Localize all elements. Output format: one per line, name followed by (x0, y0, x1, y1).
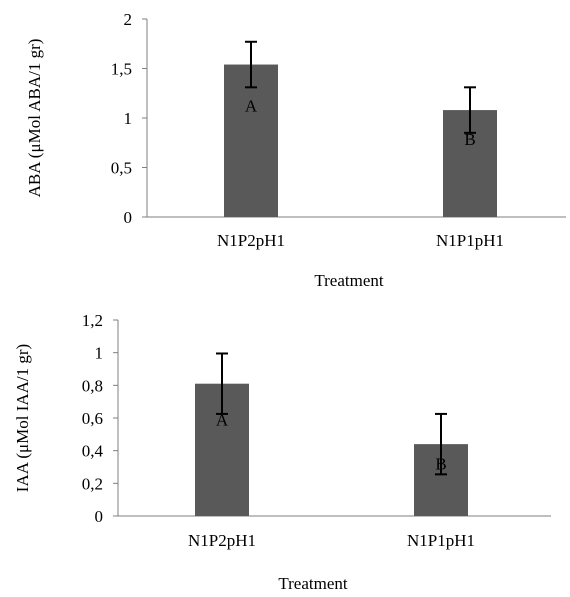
aba-x-axis-title: Treatment (314, 271, 384, 290)
iaa-y-tick-label: 0,2 (82, 474, 103, 493)
iaa-y-tick-label: 0,8 (82, 376, 103, 395)
aba-significance-label: A (245, 97, 258, 116)
iaa-y-tick-label: 0,6 (82, 409, 103, 428)
aba-category-label: N1P2pH1 (217, 231, 285, 250)
iaa-category-label: N1P2pH1 (188, 531, 256, 550)
aba-chart: 0 0,5 1 1,5 2 A N1P2pH1 B N1P1pH1 Treatment ABA (μ… (25, 10, 566, 290)
aba-y-tick-label: 2 (124, 10, 133, 29)
iaa-chart: 0 0,2 0,4 0,6 0,8 1 1,2 A N1P2pH1 B N1P1pH1 Treatme… (13, 311, 551, 593)
iaa-y-tick-label: 1,2 (82, 311, 103, 330)
aba-y-tick-label: 1 (124, 109, 133, 128)
aba-significance-label: B (464, 130, 475, 149)
iaa-significance-label: B (435, 455, 446, 474)
iaa-category-label: N1P1pH1 (407, 531, 475, 550)
aba-y-axis-title: ABA (μMol ABA/1 gr) (25, 39, 44, 198)
aba-bar (224, 64, 278, 217)
iaa-y-tick-label: 1 (95, 344, 104, 363)
aba-y-tick-label: 0,5 (111, 159, 132, 178)
aba-y-tick-label: 0 (124, 208, 133, 227)
iaa-significance-label: A (216, 410, 229, 429)
aba-category-label: N1P1pH1 (436, 231, 504, 250)
iaa-y-axis-title: IAA (μMol IAA/1 gr) (13, 344, 32, 492)
iaa-y-tick-label: 0,4 (82, 442, 104, 461)
aba-y-tick-label: 1,5 (111, 60, 132, 79)
iaa-x-axis-title: Treatment (278, 574, 348, 592)
iaa-y-tick-label: 0 (95, 507, 104, 526)
